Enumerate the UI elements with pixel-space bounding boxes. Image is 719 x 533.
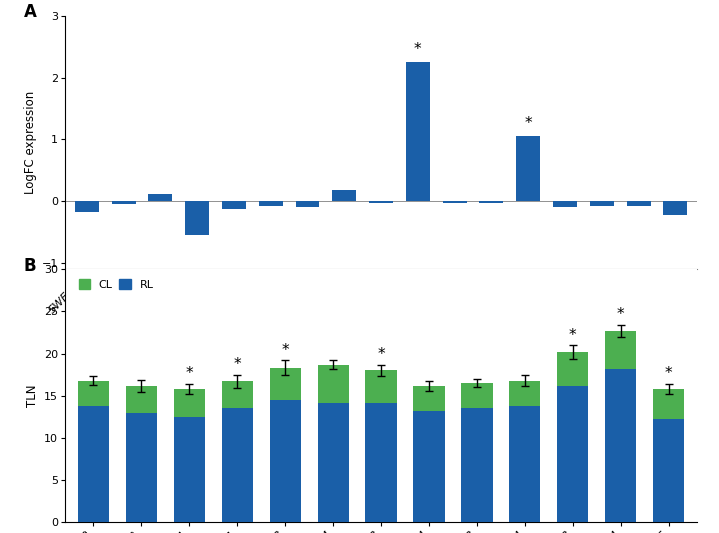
Bar bbox=[332, 190, 356, 201]
Bar bbox=[174, 417, 205, 522]
Text: *: * bbox=[414, 42, 421, 58]
Text: *: * bbox=[234, 357, 241, 372]
Bar bbox=[222, 201, 246, 208]
Bar bbox=[553, 201, 577, 207]
Bar bbox=[516, 136, 540, 201]
Text: *: * bbox=[377, 347, 385, 362]
Bar bbox=[221, 408, 253, 522]
Bar bbox=[296, 201, 319, 207]
Bar bbox=[270, 400, 301, 522]
Bar bbox=[413, 411, 444, 522]
Bar bbox=[318, 365, 349, 402]
Text: *: * bbox=[524, 117, 532, 132]
Bar bbox=[480, 201, 503, 203]
Bar bbox=[605, 331, 636, 369]
Bar bbox=[111, 201, 135, 204]
Bar bbox=[462, 383, 493, 408]
Bar bbox=[605, 369, 636, 522]
Bar bbox=[365, 370, 397, 402]
Bar bbox=[78, 381, 109, 406]
Bar bbox=[664, 201, 687, 215]
Bar bbox=[75, 201, 99, 212]
Bar bbox=[509, 406, 541, 522]
Bar bbox=[653, 418, 684, 522]
Bar bbox=[557, 352, 588, 386]
Bar bbox=[462, 408, 493, 522]
Bar bbox=[590, 201, 614, 206]
Text: *: * bbox=[617, 308, 625, 322]
Text: *: * bbox=[665, 366, 672, 382]
Bar bbox=[148, 194, 173, 201]
Bar bbox=[406, 62, 430, 201]
Legend: CL, RL: CL, RL bbox=[77, 277, 156, 292]
Text: *: * bbox=[569, 328, 577, 343]
Bar bbox=[221, 382, 253, 408]
Bar bbox=[126, 386, 157, 413]
Bar bbox=[653, 389, 684, 418]
Bar bbox=[365, 402, 397, 522]
Y-axis label: TLN: TLN bbox=[27, 384, 40, 407]
Bar bbox=[78, 406, 109, 522]
Text: *: * bbox=[186, 366, 193, 382]
Bar bbox=[413, 386, 444, 411]
Bar bbox=[270, 368, 301, 400]
Bar bbox=[443, 201, 467, 203]
Bar bbox=[509, 381, 541, 406]
Bar bbox=[557, 386, 588, 522]
Bar bbox=[318, 402, 349, 522]
Bar bbox=[627, 201, 651, 206]
Bar bbox=[369, 201, 393, 203]
Bar bbox=[126, 413, 157, 522]
Text: B: B bbox=[24, 256, 36, 274]
Text: *: * bbox=[281, 343, 289, 358]
Bar bbox=[174, 389, 205, 417]
Bar bbox=[186, 201, 209, 235]
Y-axis label: LogFC expression: LogFC expression bbox=[24, 91, 37, 194]
Bar bbox=[259, 201, 283, 206]
Text: A: A bbox=[24, 3, 37, 21]
